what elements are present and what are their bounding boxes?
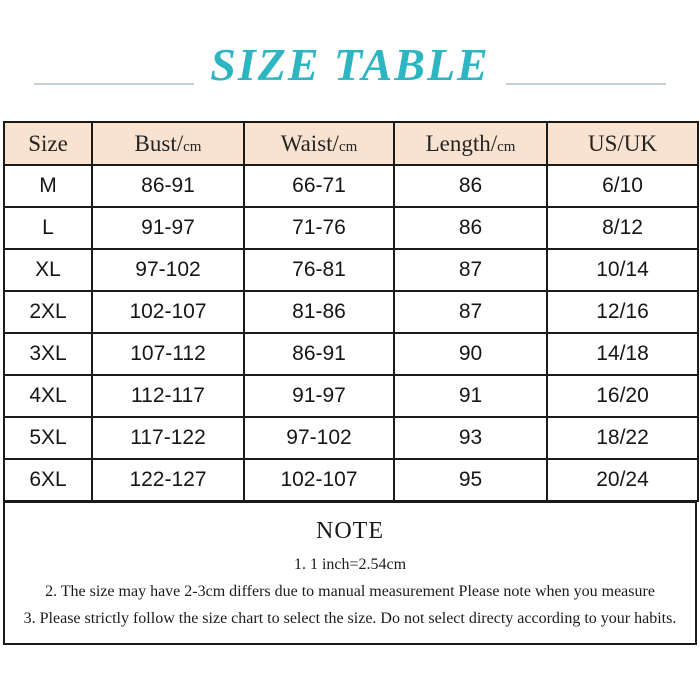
note-line-3: 3. Please strictly follow the size chart… <box>23 610 677 627</box>
value-cell: 90 <box>393 332 548 376</box>
size-table: Size Bust/cm Waist/cm Length/cm US/UK M 86-91… <box>3 121 699 502</box>
value-cell: 102-107 <box>243 458 395 502</box>
table-row: 3XL 107-112 86-91 90 14/18 <box>3 332 699 376</box>
value-cell: 112-117 <box>91 374 245 418</box>
value-cell: 102-107 <box>91 290 245 334</box>
value-cell: 87 <box>393 290 548 334</box>
value-cell: 81-86 <box>243 290 395 334</box>
size-cell: 3XL <box>3 332 93 376</box>
value-cell: 18/22 <box>546 416 699 460</box>
value-cell: 71-76 <box>243 206 395 250</box>
value-cell: 117-122 <box>91 416 245 460</box>
value-cell: 91-97 <box>243 374 395 418</box>
value-cell: 107-112 <box>91 332 245 376</box>
note-line-2: 2. The size may have 2-3cm differs due t… <box>45 583 655 600</box>
value-cell: 122-127 <box>91 458 245 502</box>
value-cell: 12/16 <box>546 290 699 334</box>
title-rule-left <box>34 83 195 85</box>
value-cell: 87 <box>393 248 548 292</box>
value-cell: 97-102 <box>243 416 395 460</box>
value-cell: 8/12 <box>546 206 699 250</box>
column-unit: cm <box>338 138 358 155</box>
note-heading: NOTE <box>316 518 384 544</box>
size-cell: L <box>3 206 93 250</box>
value-cell: 86 <box>393 164 548 208</box>
value-cell: 16/20 <box>546 374 699 418</box>
value-cell: 6/10 <box>546 164 699 208</box>
size-cell: 5XL <box>3 416 93 460</box>
value-cell: 86-91 <box>243 332 395 376</box>
value-cell: 97-102 <box>91 248 245 292</box>
table-row: XL 97-102 76-81 87 10/14 <box>3 248 699 292</box>
column-header-size: Size <box>3 121 93 166</box>
size-cell: M <box>3 164 93 208</box>
size-cell: 4XL <box>3 374 93 418</box>
column-header-bust: Bust/cm <box>91 121 245 166</box>
value-cell: 20/24 <box>546 458 699 502</box>
value-cell: 86 <box>393 206 548 250</box>
column-label: Bust <box>134 130 177 156</box>
column-header-usuk: US/UK <box>546 121 699 166</box>
column-label: Size <box>28 130 68 156</box>
value-cell: 91-97 <box>91 206 245 250</box>
table-row: L 91-97 71-76 86 8/12 <box>3 206 699 250</box>
unit-separator: / <box>490 130 498 156</box>
table-row: 4XL 112-117 91-97 91 16/20 <box>3 374 699 418</box>
value-cell: 66-71 <box>243 164 395 208</box>
table-row: 2XL 102-107 81-86 87 12/16 <box>3 290 699 334</box>
value-cell: 10/14 <box>546 248 699 292</box>
page-title: SIZE TABLE <box>210 39 490 90</box>
value-cell: 91 <box>393 374 548 418</box>
column-label: US/UK <box>587 130 657 156</box>
value-cell: 95 <box>393 458 548 502</box>
note-line-1: 1. 1 inch=2.54cm <box>293 556 407 573</box>
unit-separator: / <box>332 130 339 156</box>
unit-separator: / <box>176 130 184 156</box>
column-header-length: Length/cm <box>393 121 548 166</box>
table-row: M 86-91 66-71 86 6/10 <box>3 164 699 208</box>
value-cell: 86-91 <box>91 164 245 208</box>
title-rule-right <box>505 83 666 85</box>
column-unit: cm <box>497 138 516 155</box>
title-section: SIZE TABLE <box>0 38 700 92</box>
column-label: Waist <box>280 130 333 156</box>
size-cell: 2XL <box>3 290 93 334</box>
value-cell: 14/18 <box>546 332 699 376</box>
note-box: NOTE 1. 1 inch=2.54cm 2. The size may ha… <box>3 501 697 645</box>
value-cell: 76-81 <box>243 248 395 292</box>
table-row: 6XL 122-127 102-107 95 20/24 <box>3 458 699 502</box>
column-header-waist: Waist/cm <box>243 121 395 166</box>
table-row: 5XL 117-122 97-102 93 18/22 <box>3 416 699 460</box>
size-cell: 6XL <box>3 458 93 502</box>
size-cell: XL <box>3 248 93 292</box>
value-cell: 93 <box>393 416 548 460</box>
column-label: Length <box>425 130 491 156</box>
size-table-header-row: Size Bust/cm Waist/cm Length/cm US/UK <box>3 121 699 166</box>
column-unit: cm <box>183 138 202 155</box>
